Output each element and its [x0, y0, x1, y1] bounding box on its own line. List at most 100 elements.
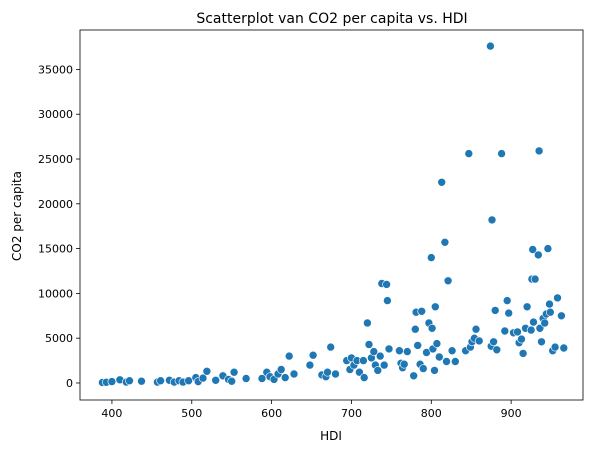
scatter-point [474, 336, 484, 346]
scatter-point [229, 367, 239, 377]
scatter-point [107, 377, 117, 386]
scatter-point [156, 376, 165, 386]
scatter-point [276, 365, 286, 374]
chart-title: Scatterplot van CO2 per capita vs. HDI [196, 11, 467, 27]
scatter-point [513, 327, 522, 337]
scatter-point [434, 352, 444, 362]
scatter-point [373, 366, 383, 375]
x-axis-label: HDI [320, 429, 342, 443]
scatter-point [553, 293, 562, 303]
x-tick-label: 800 [421, 407, 442, 420]
plot-frame [79, 29, 584, 401]
scatter-point [430, 302, 440, 312]
scatter-point [382, 280, 391, 289]
scatter-point [363, 318, 372, 328]
scatter-point [518, 349, 528, 358]
scatter-point [308, 350, 318, 360]
scatter-point [526, 325, 536, 335]
scatter-point [359, 356, 368, 365]
y-tick-label: 5000 [45, 332, 73, 345]
scatter-point [410, 324, 420, 334]
scatter-point [211, 375, 220, 385]
points-layer [98, 41, 569, 387]
scatter-point [427, 323, 437, 333]
scatter-point [432, 339, 442, 348]
scatter-point [442, 357, 451, 366]
scatter-point [471, 324, 481, 334]
scatter-point [395, 346, 404, 356]
scatter-point [500, 326, 510, 336]
scatter-point [490, 306, 500, 315]
scatter-point [430, 366, 439, 375]
scatter-point [557, 311, 566, 321]
scatter-point [489, 337, 498, 347]
scatter-point [540, 318, 550, 328]
scatter-point [497, 149, 506, 158]
scatter-point [502, 296, 512, 305]
scatter-point [384, 344, 394, 354]
scatter-point [184, 376, 193, 386]
y-tick-label: 10000 [38, 287, 73, 300]
scatter-point [487, 215, 497, 225]
scatter-point [533, 250, 543, 260]
scatter-point [528, 245, 538, 254]
y-axis-label: CO2 per capita [10, 171, 24, 261]
scatter-point [289, 369, 299, 379]
scatter-point [409, 371, 419, 381]
x-tick-label: 600 [261, 407, 282, 420]
scatter-point [537, 337, 546, 347]
scatter-point [280, 373, 290, 382]
scatter-point [326, 342, 336, 352]
y-tick-label: 25000 [38, 153, 73, 166]
scatter-point [202, 366, 212, 376]
scatter-point [464, 149, 474, 158]
scatter-point [543, 244, 553, 253]
scatter-point [379, 360, 389, 370]
scatter-point [450, 357, 460, 366]
scatter-point [486, 41, 495, 51]
scatter-point [305, 360, 315, 370]
scatter-point [426, 253, 436, 262]
scatter-point [545, 299, 554, 309]
scatter-point [375, 351, 385, 361]
scatter-point [399, 359, 409, 369]
scatter-point [492, 345, 502, 355]
scatter-point [364, 340, 374, 349]
scatter-point [530, 274, 540, 284]
scatter-point [323, 367, 332, 377]
scatter-point [125, 376, 134, 386]
x-tick-label: 500 [181, 407, 202, 420]
scatter-point [559, 343, 569, 353]
scatter-point [198, 373, 208, 383]
scatter-point [369, 347, 379, 356]
scatter-point [331, 369, 340, 379]
scatter-point [402, 347, 412, 356]
scatter-point [359, 373, 369, 382]
scatter-point [355, 367, 364, 377]
ticks-layer: 400 500 600 700 800 900 0 5000 10000 15000 20000 25… [38, 63, 522, 420]
scatter-point [517, 334, 526, 344]
y-tick-label: 0 [66, 377, 73, 390]
y-tick-label: 20000 [38, 198, 73, 211]
x-tick-label: 900 [501, 407, 522, 420]
scatter-point [534, 146, 544, 156]
scatter-point [529, 317, 538, 327]
scatter-point [422, 348, 431, 357]
y-tick-label: 30000 [38, 108, 73, 121]
scatter-point [443, 276, 453, 286]
scatter-point [413, 341, 423, 350]
y-tick-label: 35000 [38, 63, 73, 76]
scatter-point [241, 374, 251, 383]
scatter-point [417, 306, 427, 316]
scatter-point [257, 374, 267, 383]
scatter-point [550, 342, 560, 352]
scatter-point [535, 323, 545, 333]
y-tick-label: 15000 [38, 243, 73, 256]
scatter-point [418, 364, 428, 373]
scatter-point [284, 351, 294, 361]
scatter-point [383, 296, 392, 305]
scatter-point [137, 376, 146, 386]
scatter-point [440, 238, 450, 247]
scatter-point [437, 178, 447, 187]
